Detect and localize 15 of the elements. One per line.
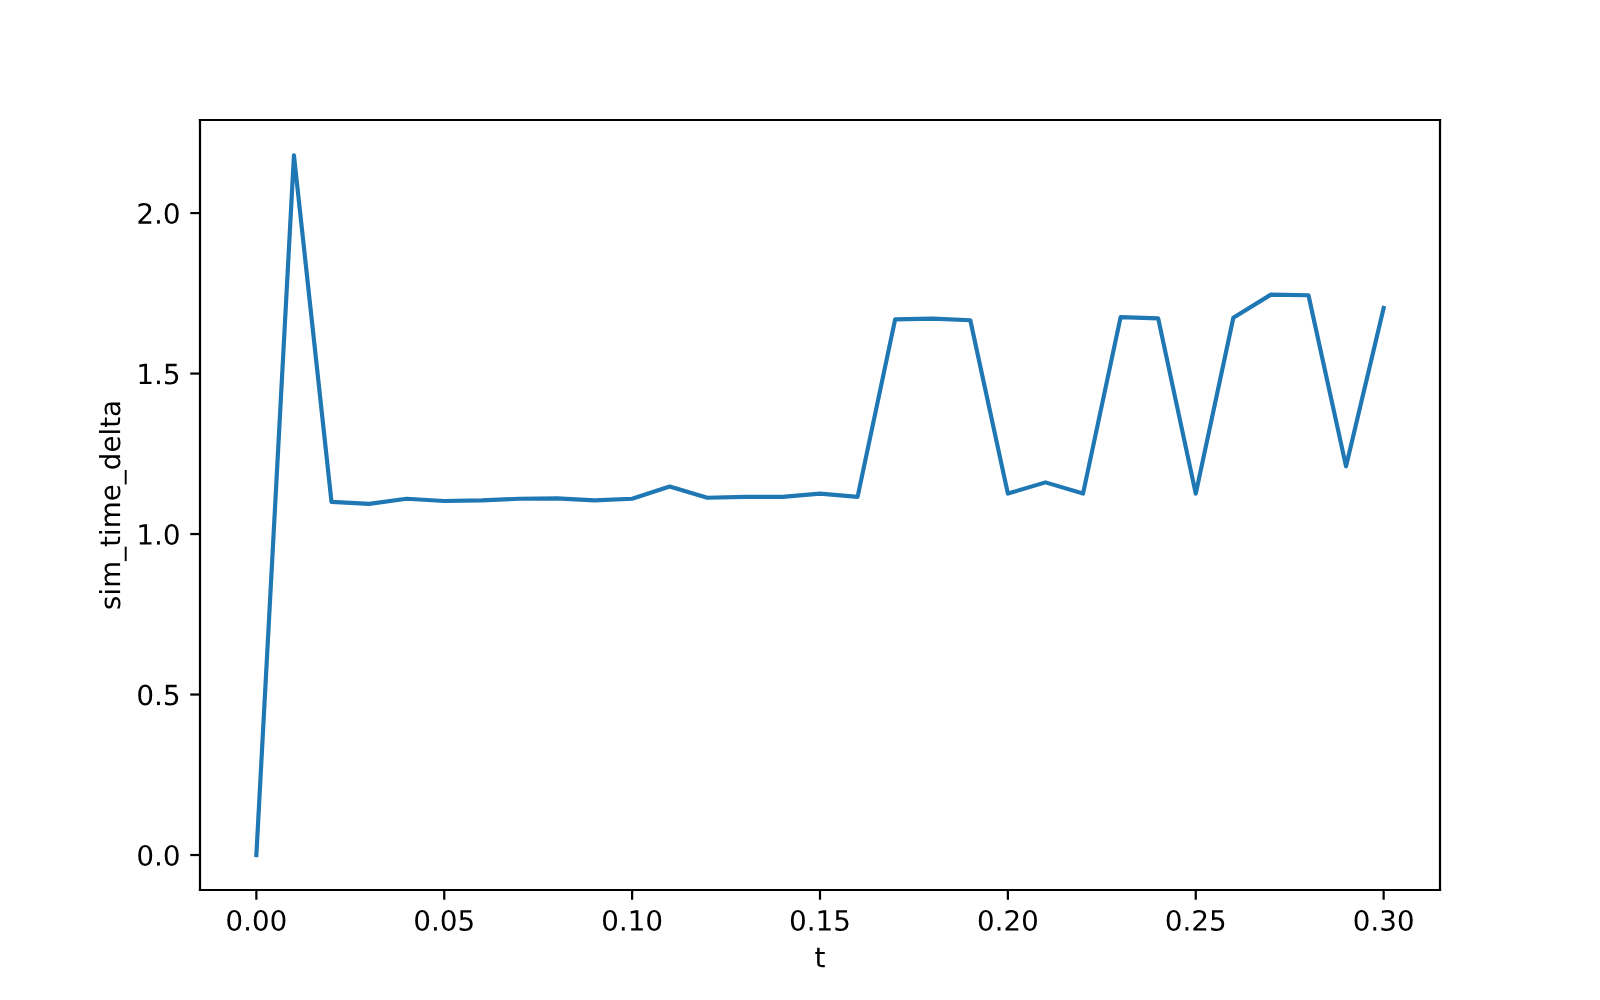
y-tick-label: 0.0: [138, 844, 179, 866]
x-axis-title: t: [815, 947, 825, 968]
y-axis-title: sim_time_delta: [99, 402, 127, 609]
x-tick-label: 0.25: [1166, 909, 1225, 931]
y-tick-label: 2.0: [138, 203, 179, 225]
y-tick-label: 1.0: [139, 523, 179, 545]
x-tick-label: 0.15: [790, 909, 849, 931]
line-series: [254, 153, 1386, 858]
x-tick-label: 0.00: [227, 909, 286, 931]
y-tick-label: 0.5: [138, 684, 179, 706]
x-tick-label: 0.20: [978, 909, 1037, 931]
x-tick-label: 0.05: [415, 909, 473, 931]
y-tick-label: 1.5: [139, 363, 179, 385]
x-tick-label: 0.10: [603, 909, 662, 931]
x-tick-label: 0.30: [1354, 909, 1413, 931]
